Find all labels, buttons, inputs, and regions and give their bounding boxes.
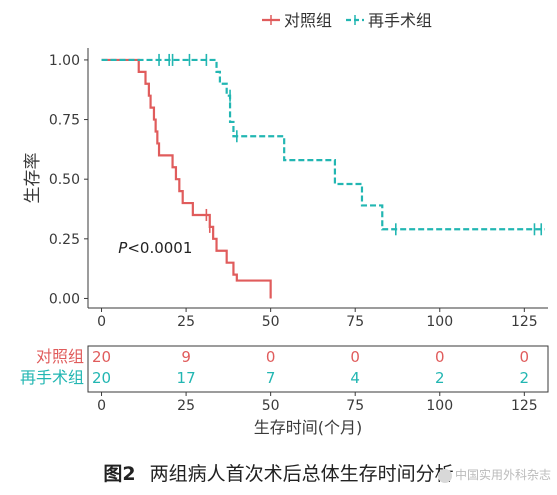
x-tick-label: 100 (426, 314, 453, 330)
y-tick-label: 0.50 (49, 172, 80, 188)
y-axis-label: 生存率 (23, 153, 43, 204)
risk-x-tick-label: 100 (426, 398, 453, 414)
risk-x-tick-label: 75 (346, 398, 364, 414)
risk-table-cell: 0 (520, 348, 530, 366)
risk-table-cell: 7 (266, 369, 276, 387)
figure-label: 图2 (103, 463, 136, 485)
figure-caption: 图2 两组病人首次术后总体生存时间分析 (0, 459, 557, 486)
x-tick-label: 0 (97, 314, 106, 330)
risk-table-cell: 20 (92, 348, 111, 366)
watermark-text: 中国实用外科杂志 (454, 468, 551, 482)
risk-table-row-label: 再手术组 (20, 368, 84, 387)
risk-table-cell: 9 (181, 348, 191, 366)
x-tick-label: 75 (346, 314, 364, 330)
risk-table-frame (87, 345, 549, 393)
risk-table-cell: 2 (435, 369, 445, 387)
risk-table-cell: 0 (435, 348, 445, 366)
survival-curve-control (101, 58, 272, 299)
risk-table-cell: 0 (350, 348, 360, 366)
risk-table-cell: 17 (177, 369, 196, 387)
legend-label: 对照组 (284, 11, 332, 30)
legend-label: 再手术组 (368, 11, 432, 30)
risk-table-cell: 20 (92, 369, 111, 387)
p-value-symbol: P (118, 239, 128, 257)
p-value-annotation: P<0.0001 (118, 239, 192, 257)
y-tick-label: 0.00 (49, 291, 80, 307)
p-value-text: <0.0001 (127, 239, 192, 257)
risk-x-tick-label: 50 (262, 398, 280, 414)
wechat-icon (437, 468, 452, 483)
x-tick-label: 25 (177, 314, 195, 330)
risk-table-cell: 0 (266, 348, 276, 366)
watermark: 中国实用外科杂志 (437, 466, 551, 483)
risk-x-tick-label: 0 (97, 398, 106, 414)
x-tick-label: 50 (262, 314, 280, 330)
risk-x-tick-label: 25 (177, 398, 195, 414)
x-tick-label: 125 (511, 314, 538, 330)
risk-table-cell: 4 (350, 369, 360, 387)
y-tick-label: 0.75 (49, 113, 80, 129)
risk-table-row-label: 对照组 (36, 347, 84, 366)
risk-x-tick-label: 125 (511, 398, 538, 414)
y-tick-label: 0.25 (49, 232, 80, 248)
y-tick-label: 1.00 (49, 53, 80, 69)
survival-curve-retreat (101, 58, 545, 231)
x-axis-label: 生存时间(个月) (254, 418, 363, 437)
figure-caption-text: 两组病人首次术后总体生存时间分析 (149, 463, 454, 485)
risk-table-cell: 2 (520, 369, 530, 387)
